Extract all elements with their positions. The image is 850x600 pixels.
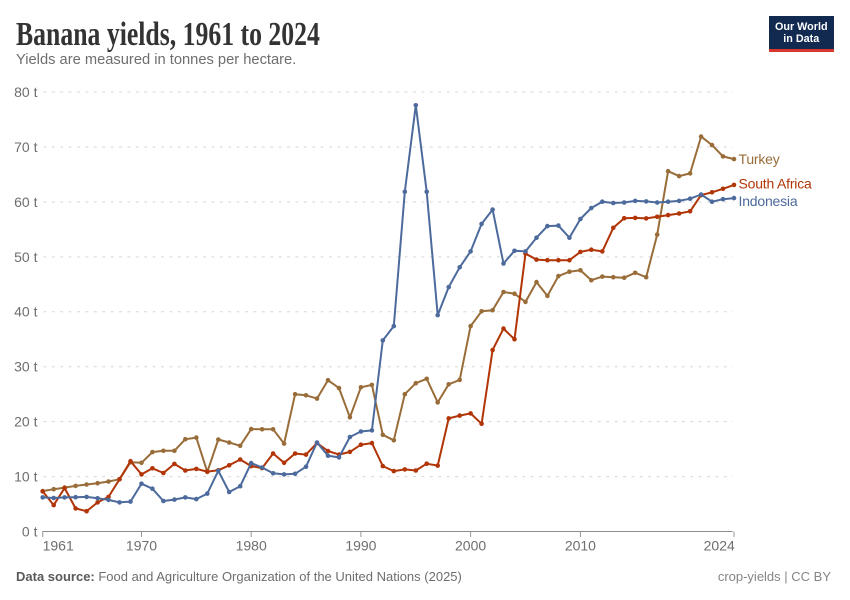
svg-text:1970: 1970 [126,538,157,554]
svg-text:50 t: 50 t [14,249,37,265]
svg-text:0 t: 0 t [22,523,38,539]
svg-text:40 t: 40 t [14,304,37,320]
svg-text:Turkey: Turkey [739,151,780,167]
svg-text:70 t: 70 t [14,139,37,155]
svg-text:20 t: 20 t [14,414,37,430]
svg-text:2024: 2024 [704,538,735,554]
svg-text:10 t: 10 t [14,469,37,485]
svg-text:2000: 2000 [455,538,486,554]
svg-text:2010: 2010 [565,538,596,554]
svg-text:30 t: 30 t [14,359,37,375]
svg-text:60 t: 60 t [14,194,37,210]
svg-text:1961: 1961 [43,538,74,554]
svg-text:80 t: 80 t [14,84,37,100]
svg-text:1990: 1990 [345,538,376,554]
svg-text:South Africa: South Africa [739,175,813,191]
svg-text:1980: 1980 [236,538,267,554]
svg-text:Indonesia: Indonesia [739,193,798,209]
